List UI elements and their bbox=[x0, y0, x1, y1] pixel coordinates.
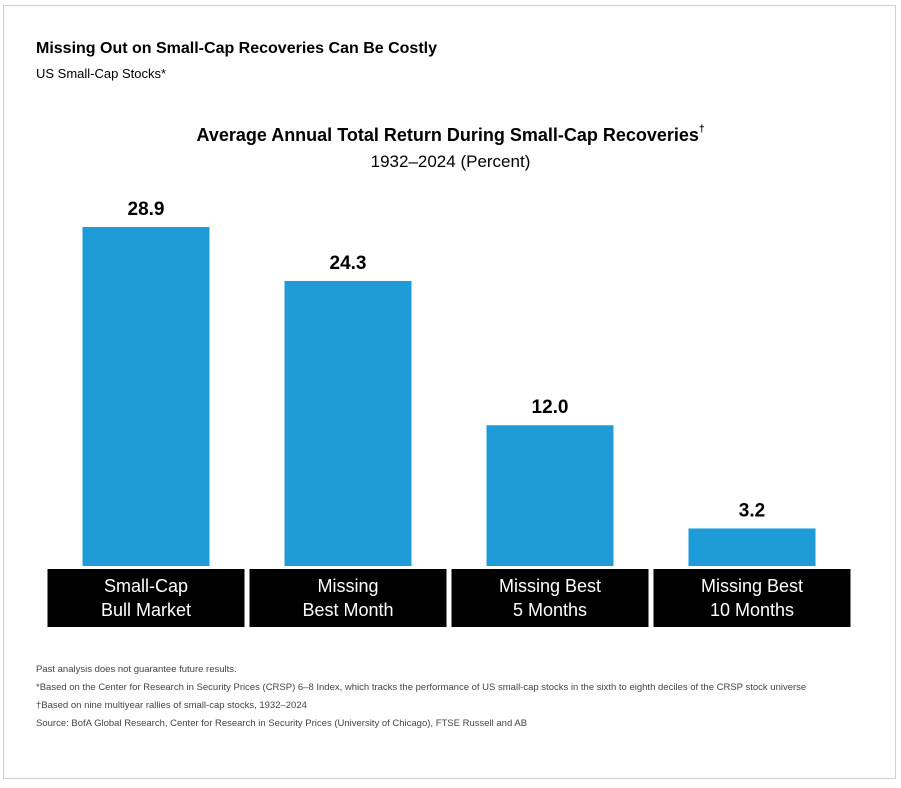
category-label-1-line-1: Small-Cap bbox=[104, 576, 188, 596]
category-label-2-line-2: Best Month bbox=[302, 600, 393, 620]
category-label-bg-2 bbox=[249, 569, 447, 627]
page-title: Missing Out on Small-Cap Recoveries Can … bbox=[36, 40, 437, 57]
disclaimer-note: Past analysis does not guarantee future … bbox=[36, 664, 237, 675]
footnotes: Past analysis does not guarantee future … bbox=[36, 661, 806, 733]
category-label-1-line-2: Bull Market bbox=[101, 600, 191, 620]
value-label-3: 12.0 bbox=[532, 397, 569, 418]
bar-3 bbox=[486, 425, 614, 566]
value-label-4: 3.2 bbox=[739, 500, 765, 521]
value-label-1: 28.9 bbox=[128, 199, 165, 220]
category-label-bg-3 bbox=[451, 569, 649, 627]
page-subtitle: US Small-Cap Stocks* bbox=[36, 66, 167, 81]
footnote-dagger: †Based on nine multiyear rallies of smal… bbox=[36, 700, 307, 711]
category-label-3-line-1: Missing Best bbox=[499, 576, 601, 596]
bar-1 bbox=[82, 227, 210, 566]
chart-title-text: Average Annual Total Return During Small… bbox=[196, 125, 699, 145]
category-label-bg-1 bbox=[47, 569, 245, 627]
chart-subtitle: 1932–2024 (Percent) bbox=[370, 152, 531, 171]
category-label-2-line-1: Missing bbox=[317, 576, 378, 596]
bar-chart: 28.9 Small-Cap Bull Market 24.3 Missing Best … bbox=[47, 199, 851, 627]
source-note: Source: BofA Global Research, Center for… bbox=[36, 718, 528, 729]
category-label-bg-4 bbox=[653, 569, 851, 627]
category-label-4-line-2: 10 Months bbox=[710, 600, 794, 620]
category-label-4-line-1: Missing Best bbox=[701, 576, 803, 596]
chart-title-marker: † bbox=[698, 124, 705, 135]
bar-2 bbox=[284, 280, 412, 566]
category-label-3-line-2: 5 Months bbox=[513, 600, 587, 620]
bar-4 bbox=[688, 528, 816, 566]
chart-title: Average Annual Total Return During Small… bbox=[0, 124, 901, 146]
footnote-star: *Based on the Center for Research in Sec… bbox=[36, 682, 807, 693]
value-label-2: 24.3 bbox=[330, 253, 367, 274]
